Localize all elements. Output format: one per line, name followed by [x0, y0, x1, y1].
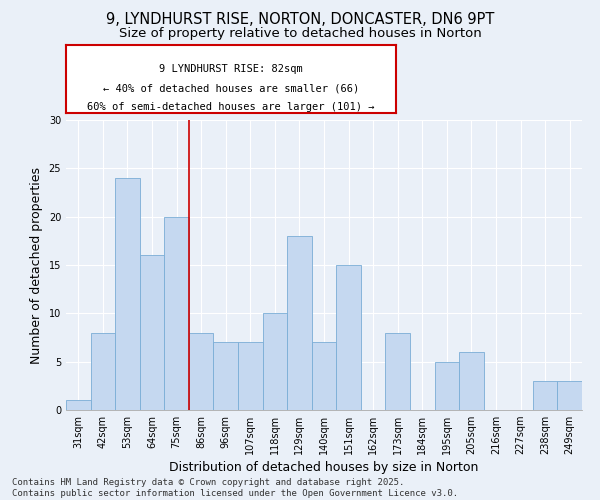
Bar [263, 314, 287, 410]
Bar [459, 352, 484, 410]
Text: 60% of semi-detached houses are larger (101) →: 60% of semi-detached houses are larger (… [87, 102, 375, 112]
Bar [66, 400, 91, 410]
Bar [214, 342, 238, 410]
Bar [312, 342, 336, 410]
Bar [115, 178, 140, 410]
Text: Contains HM Land Registry data © Crown copyright and database right 2025.
Contai: Contains HM Land Registry data © Crown c… [12, 478, 458, 498]
Bar [238, 342, 263, 410]
Bar [140, 256, 164, 410]
Text: ← 40% of detached houses are smaller (66): ← 40% of detached houses are smaller (66… [103, 84, 359, 94]
Y-axis label: Number of detached properties: Number of detached properties [30, 166, 43, 364]
Bar [434, 362, 459, 410]
Bar [287, 236, 312, 410]
X-axis label: Distribution of detached houses by size in Norton: Distribution of detached houses by size … [169, 462, 479, 474]
Bar [533, 381, 557, 410]
Text: Size of property relative to detached houses in Norton: Size of property relative to detached ho… [119, 28, 481, 40]
Bar [189, 332, 214, 410]
Text: 9, LYNDHURST RISE, NORTON, DONCASTER, DN6 9PT: 9, LYNDHURST RISE, NORTON, DONCASTER, DN… [106, 12, 494, 28]
Bar [385, 332, 410, 410]
Bar [336, 265, 361, 410]
Bar [91, 332, 115, 410]
Bar [164, 216, 189, 410]
Bar [557, 381, 582, 410]
Text: 9 LYNDHURST RISE: 82sqm: 9 LYNDHURST RISE: 82sqm [159, 64, 303, 74]
